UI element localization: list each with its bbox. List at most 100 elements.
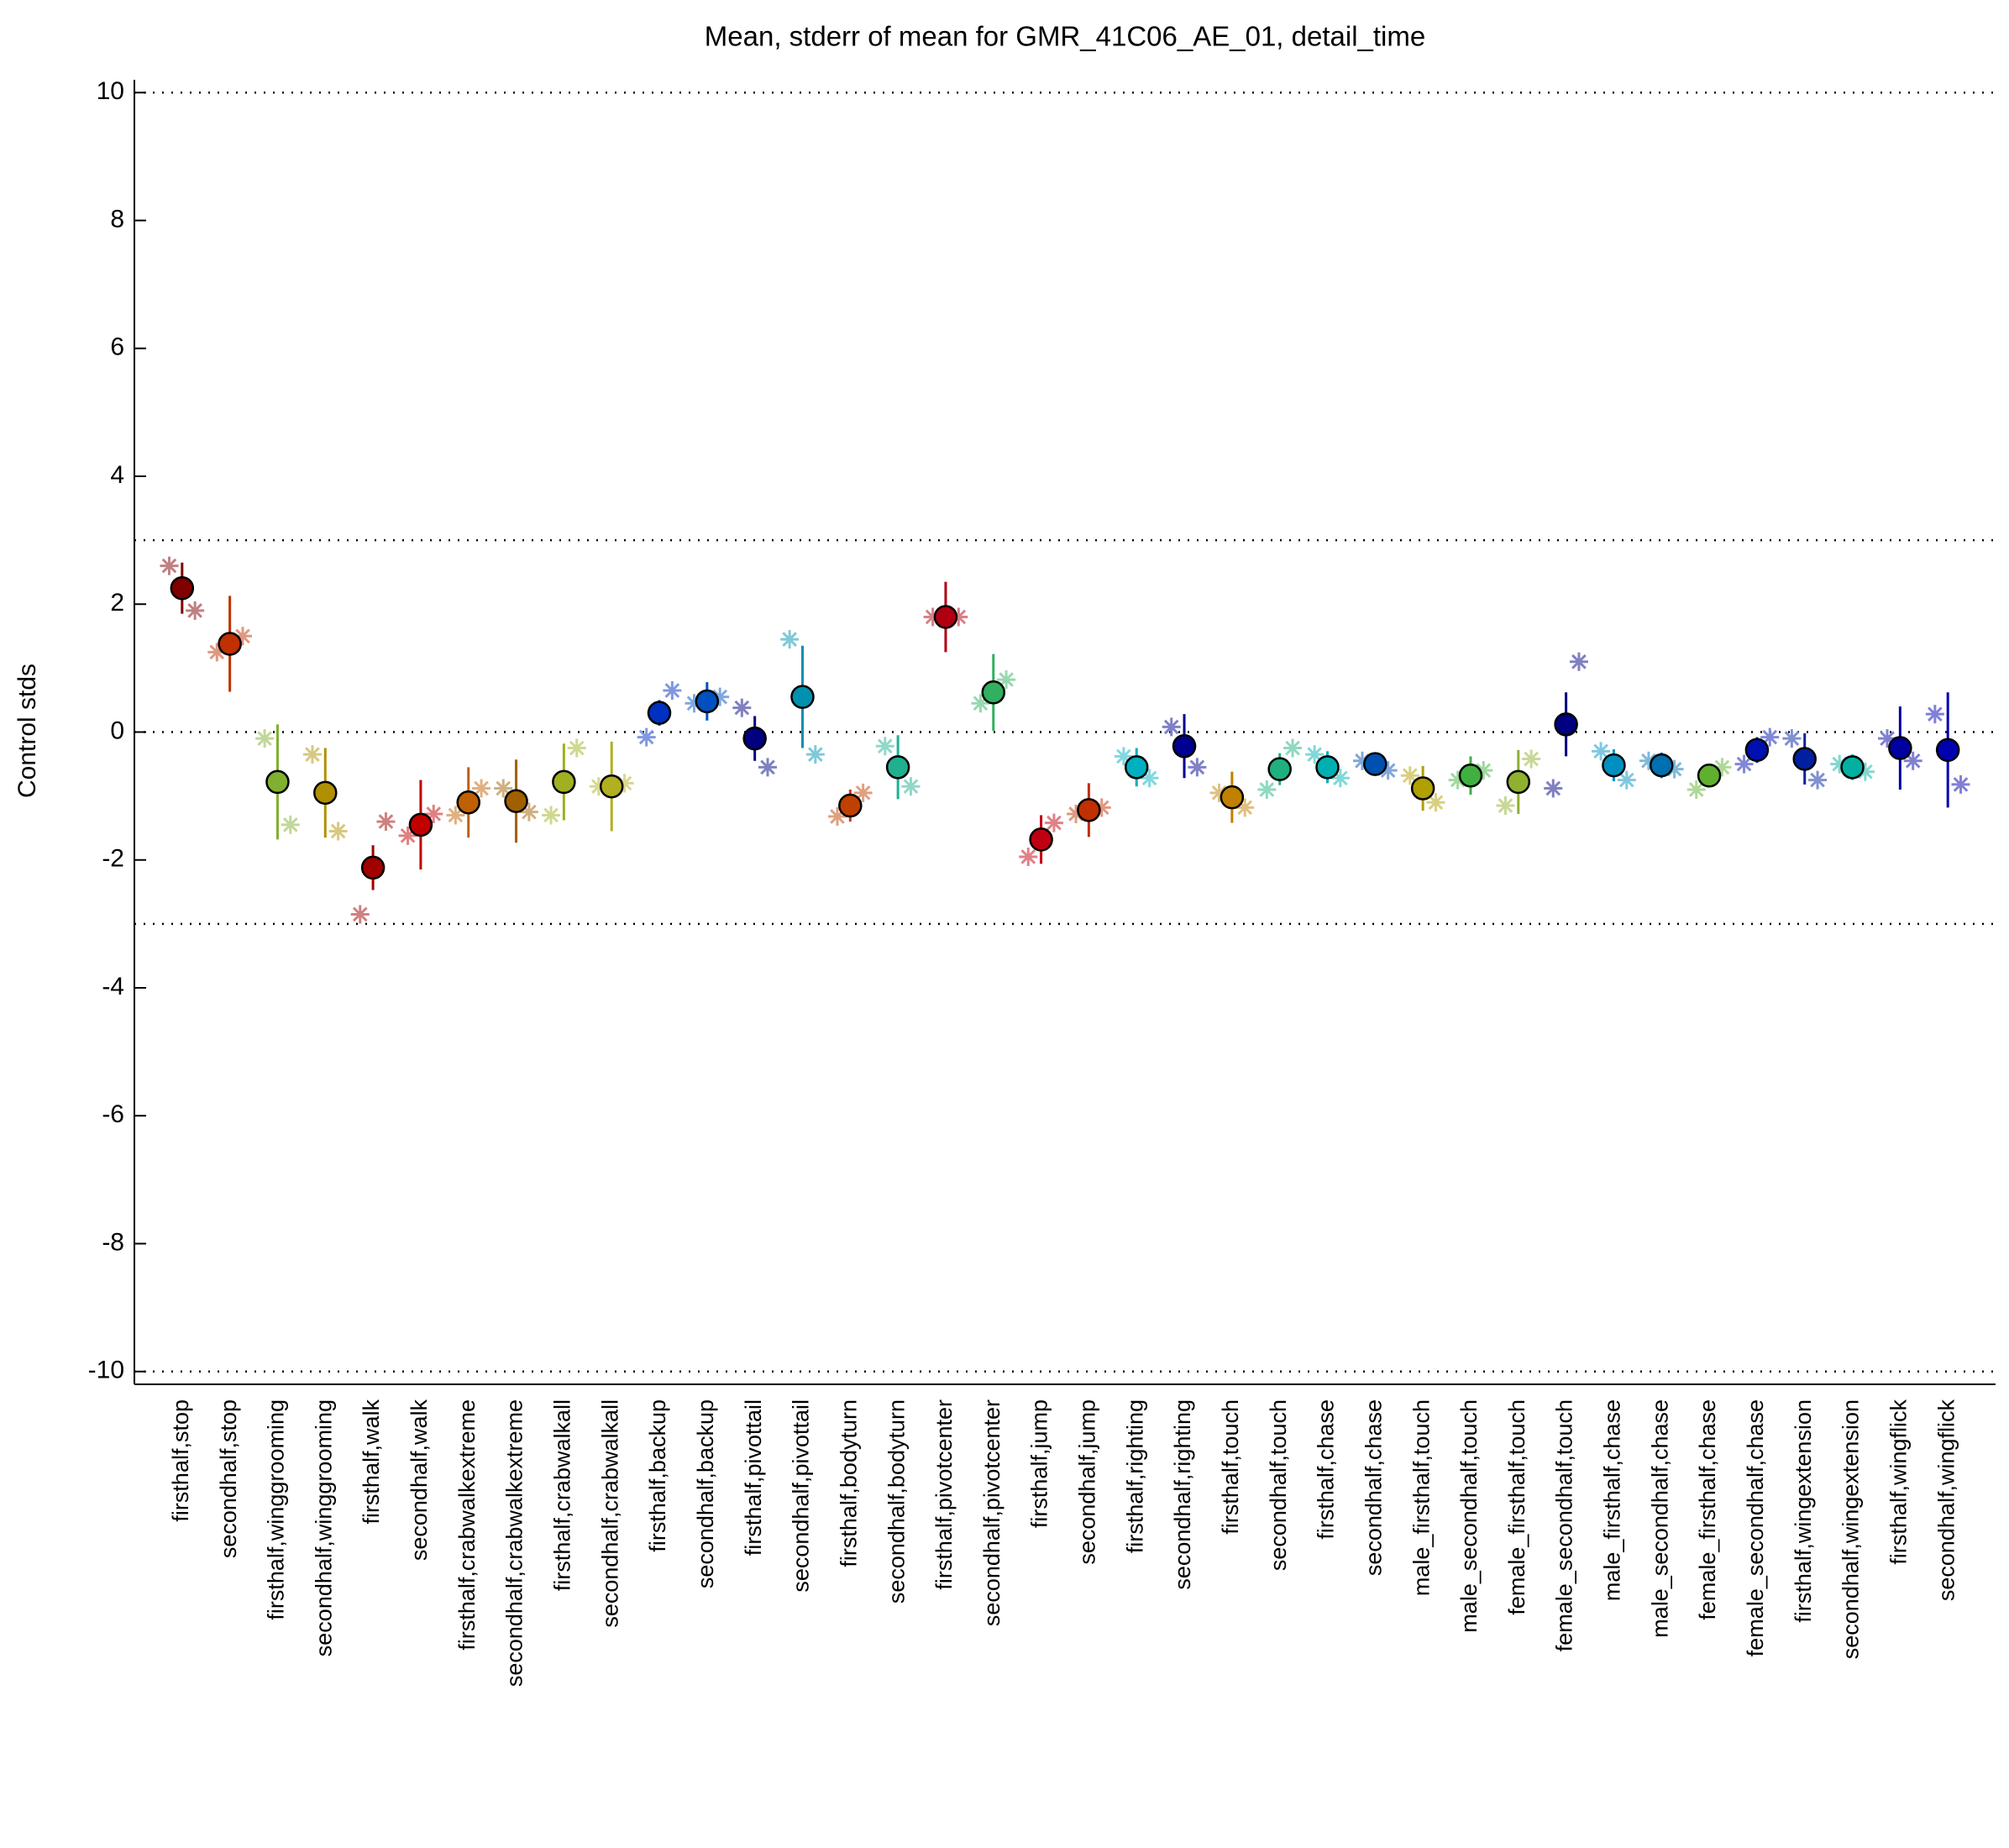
- replicate-marker: [1067, 804, 1086, 823]
- replicate-marker: [1878, 729, 1897, 748]
- replicate-marker: [923, 607, 942, 627]
- x-tick-label: firsthalf,bodyturn: [836, 1399, 861, 1567]
- replicate-marker: [1734, 754, 1754, 774]
- replicate-marker: [1686, 780, 1706, 800]
- x-tick-label: secondhalf,winggrooming: [311, 1399, 336, 1656]
- x-tick-label: secondhalf,pivottail: [789, 1399, 814, 1593]
- mean-marker: [1888, 736, 1912, 760]
- x-tick-label: female_secondhalf,touch: [1552, 1399, 1577, 1651]
- y-tick-label: -2: [102, 845, 124, 873]
- mean-marker: [456, 790, 480, 815]
- mean-marker: [1458, 764, 1483, 788]
- y-axis-label: Control stds: [13, 664, 41, 798]
- replicate-marker: [1448, 770, 1467, 790]
- replicate-marker: [207, 643, 227, 662]
- x-tick-label: firsthalf,wingextension: [1791, 1399, 1816, 1623]
- mean-marker: [885, 755, 910, 780]
- replicate-marker: [1522, 749, 1541, 769]
- replicate-marker: [1665, 759, 1684, 779]
- x-tick-label: secondhalf,wingflick: [1933, 1399, 1959, 1602]
- mean-marker: [1077, 798, 1101, 822]
- replicate-marker: [1592, 742, 1611, 761]
- replicate-marker: [732, 698, 752, 717]
- replicate-marker: [398, 826, 417, 845]
- replicate-marker: [255, 729, 275, 748]
- replicate-marker: [328, 822, 348, 841]
- x-tick-label: secondhalf,touch: [1266, 1399, 1291, 1571]
- replicate-marker: [233, 627, 252, 646]
- replicate-marker: [1426, 793, 1445, 812]
- mean-marker: [504, 789, 528, 813]
- replicate-marker: [901, 777, 921, 796]
- x-tick-label: firsthalf,righting: [1122, 1399, 1147, 1553]
- mean-marker: [218, 632, 242, 656]
- replicate-marker: [424, 804, 443, 823]
- replicate-marker: [589, 777, 608, 796]
- mean-marker: [170, 575, 195, 601]
- x-tick-label: secondhalf,wingextension: [1839, 1399, 1864, 1659]
- chart-title: Mean, stderr of mean for GMR_41C06_AE_01…: [705, 21, 1425, 52]
- replicate-marker: [186, 601, 205, 620]
- replicate-marker: [1162, 717, 1181, 737]
- replicate-marker: [1330, 769, 1350, 788]
- replicate-marker: [542, 806, 561, 825]
- mean-marker: [1029, 827, 1053, 852]
- replicate-marker: [1092, 798, 1111, 817]
- replicate-marker: [1305, 745, 1324, 764]
- x-tick-label: secondhalf,backup: [693, 1399, 718, 1588]
- mean-marker: [1792, 747, 1817, 771]
- replicate-marker: [446, 806, 465, 825]
- x-tick-label: male_secondhalf,touch: [1456, 1399, 1482, 1633]
- x-tick-label: female_firsthalf,touch: [1504, 1399, 1529, 1615]
- replicate-marker: [376, 812, 396, 832]
- x-tick-label: secondhalf,bodyturn: [884, 1399, 909, 1604]
- replicate-marker: [1044, 813, 1063, 832]
- replicate-marker: [472, 779, 491, 798]
- replicate-marker: [615, 774, 634, 793]
- replicate-marker: [1639, 751, 1658, 770]
- y-tick-label: 6: [110, 333, 124, 361]
- mean-marker: [1935, 738, 1960, 763]
- mean-marker: [1506, 769, 1531, 795]
- replicate-marker: [1782, 729, 1802, 748]
- replicate-marker: [685, 694, 704, 713]
- x-tick-label: male_secondhalf,chase: [1647, 1399, 1672, 1638]
- y-tick-label: 0: [110, 717, 124, 744]
- mean-marker: [408, 812, 433, 837]
- mean-marker: [1410, 776, 1435, 801]
- x-tick-label: firsthalf,chase: [1314, 1399, 1339, 1540]
- replicate-marker: [1951, 774, 1970, 794]
- replicate-marker: [1257, 780, 1277, 800]
- x-tick-label: firsthalf,crabwalkextreme: [454, 1399, 480, 1651]
- x-tick-label: secondhalf,jump: [1075, 1399, 1100, 1565]
- replicate-marker: [875, 737, 894, 756]
- mean-marker: [360, 855, 386, 880]
- y-tick-label: -4: [102, 973, 124, 1000]
- mean-marker: [742, 726, 767, 751]
- x-tick-label: firsthalf,wingflick: [1886, 1399, 1911, 1565]
- replicate-marker: [1760, 727, 1780, 747]
- mean-marker: [981, 680, 1006, 705]
- x-tick-label: secondhalf,walk: [407, 1399, 432, 1562]
- replicate-marker: [1925, 705, 1944, 724]
- replicate-marker: [1544, 779, 1563, 798]
- replicate-marker: [1496, 796, 1515, 816]
- x-tick-label: firsthalf,jump: [1027, 1399, 1052, 1528]
- mean-marker: [1554, 712, 1578, 737]
- replicate-marker: [1283, 738, 1303, 758]
- replicate-marker: [1830, 754, 1849, 774]
- x-tick-label: secondhalf,righting: [1170, 1399, 1195, 1590]
- x-tick-label: firsthalf,walk: [359, 1399, 384, 1525]
- mean-marker: [790, 685, 815, 709]
- x-tick-label: firsthalf,pivottail: [741, 1399, 766, 1556]
- mean-marker: [1315, 755, 1340, 780]
- mean-marker: [933, 605, 958, 629]
- replicate-marker: [1400, 766, 1419, 785]
- mean-marker: [1172, 733, 1197, 759]
- mean-marker: [1220, 785, 1245, 810]
- y-tick-label: 10: [97, 77, 124, 105]
- replicate-marker: [758, 758, 778, 777]
- replicate-marker: [1569, 652, 1588, 671]
- replicate-marker: [160, 556, 179, 575]
- mean-marker: [1650, 753, 1674, 778]
